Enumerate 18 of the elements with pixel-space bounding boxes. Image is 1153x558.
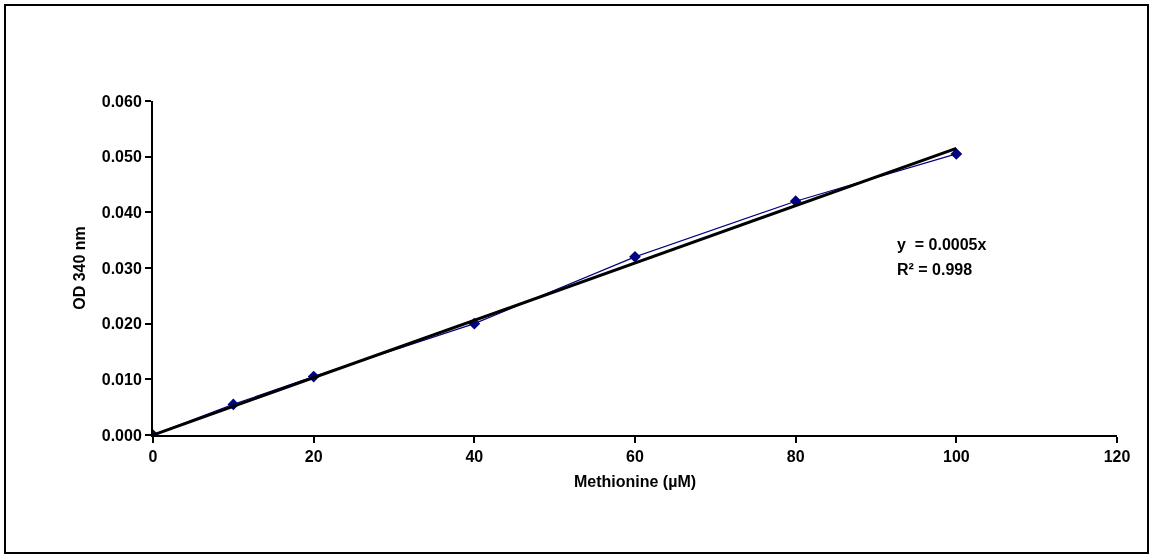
x-tick-label: 60: [626, 448, 644, 466]
y-tick-label: 0.040: [101, 203, 142, 221]
x-tick-label: 100: [942, 448, 970, 466]
y-tick-label: 0.030: [101, 259, 142, 277]
y-axis-title: OD 340 nm: [71, 226, 89, 310]
annotation: y = 0.0005x: [897, 236, 987, 253]
y-tick-label: 0.050: [101, 148, 142, 166]
x-tick-label: 120: [1103, 448, 1131, 466]
x-tick-label: 0: [148, 448, 158, 466]
x-tick-label: 20: [304, 448, 323, 466]
x-axis-title: Methionine (µM): [573, 473, 697, 491]
x-tick-label: 80: [786, 448, 805, 466]
y-tick-label: 0.000: [101, 426, 142, 444]
x-tick-label: 40: [465, 448, 484, 466]
annotation: R² = 0.998: [897, 261, 973, 278]
y-tick-label: 0.010: [101, 370, 142, 388]
y-tick-label: 0.020: [101, 315, 142, 333]
y-tick-label: 0.060: [101, 92, 142, 110]
